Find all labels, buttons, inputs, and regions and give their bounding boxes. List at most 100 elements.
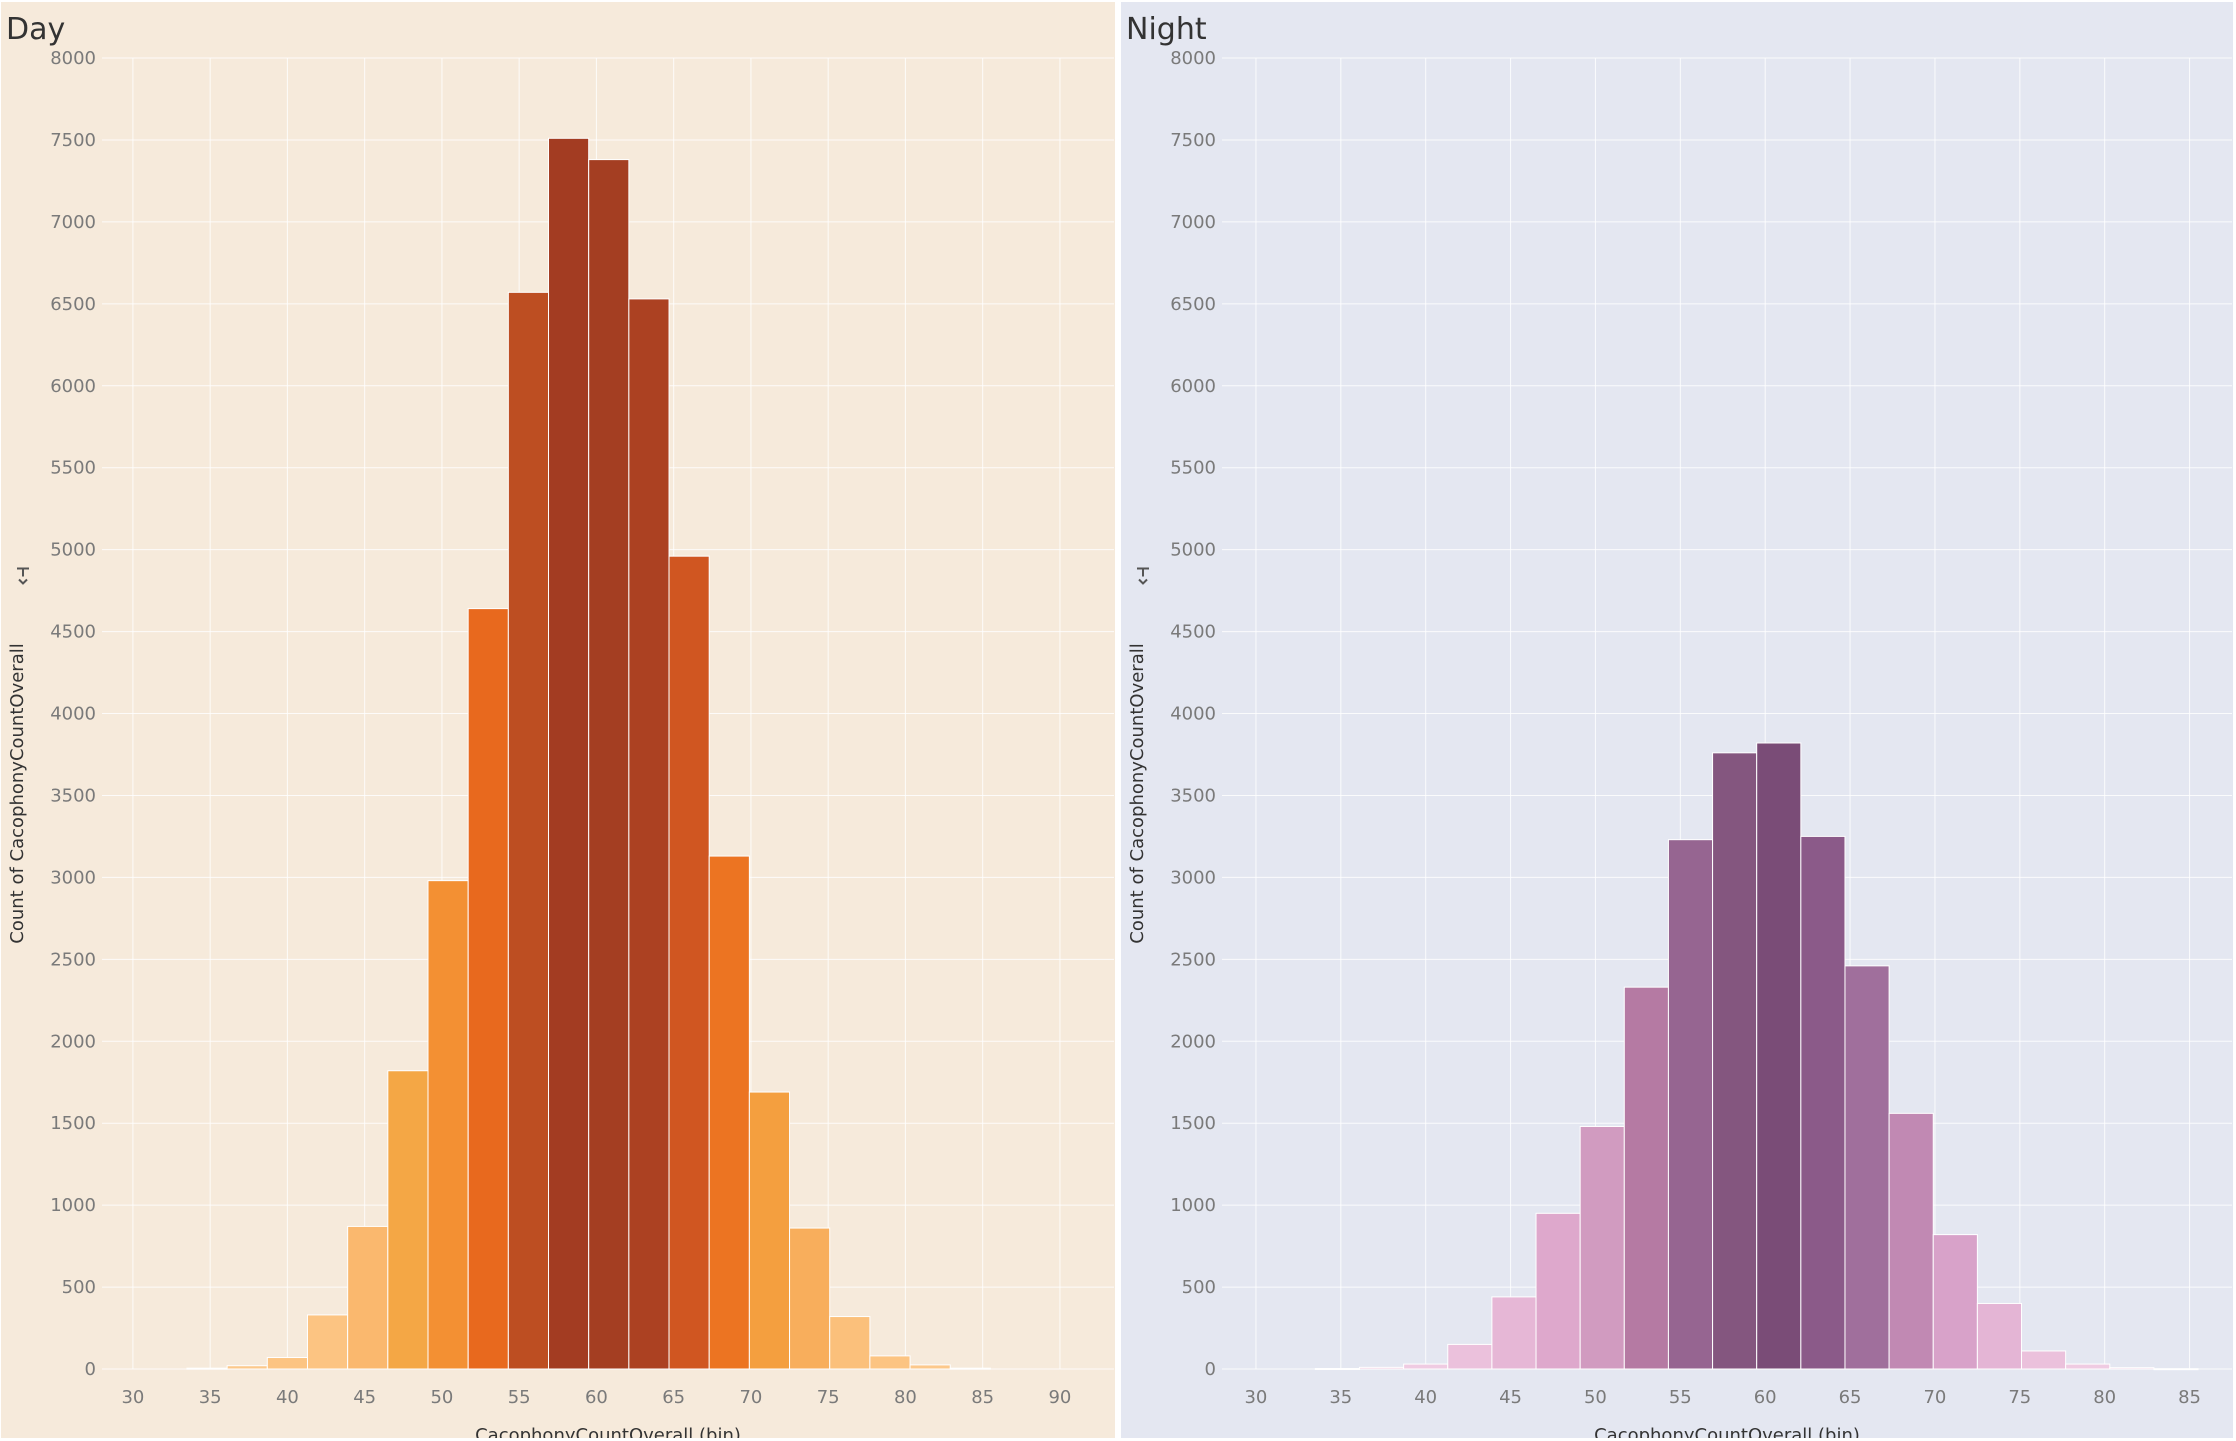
y-tick-label: 1500: [50, 1113, 96, 1134]
histogram-bar[interactable]: [588, 159, 630, 1370]
y-tick-label: 2000: [50, 1031, 96, 1052]
histogram-bar[interactable]: [467, 608, 509, 1370]
histogram-bar[interactable]: [789, 1227, 831, 1370]
histogram-bar[interactable]: [427, 880, 469, 1370]
y-tick-label: 5000: [50, 540, 96, 561]
histogram-bar[interactable]: [1403, 1363, 1449, 1370]
histogram-bar[interactable]: [1712, 752, 1758, 1370]
day-title: Day: [6, 12, 66, 47]
night-title: Night: [1126, 12, 1207, 47]
x-tick-label: 80: [894, 1387, 917, 1408]
sort-icon[interactable]: [1137, 567, 1149, 585]
day-chart: 0 500 1000 1500 2000 2500 3000 3500 4000 4500 5000…: [1, 2, 1115, 1438]
y-tick-label: 0: [1205, 1359, 1216, 1380]
histogram-bar[interactable]: [507, 291, 550, 1370]
x-tick-label: 40: [1414, 1387, 1437, 1408]
x-tick-label: 50: [1584, 1387, 1607, 1408]
y-tick-label: 2500: [50, 949, 96, 970]
histogram-bar[interactable]: [1932, 1234, 1978, 1370]
y-tick-label: 6000: [50, 376, 96, 397]
histogram-bar[interactable]: [909, 1364, 951, 1370]
x-tick-label: 65: [662, 1387, 685, 1408]
histogram-bar[interactable]: [1491, 1296, 1537, 1370]
y-tick-label: 500: [1182, 1277, 1216, 1298]
histogram-bar[interactable]: [1623, 986, 1669, 1370]
y-tick-label: 3000: [50, 867, 96, 888]
y-tick-label: 7500: [50, 130, 96, 151]
x-tick-label: 85: [971, 1387, 994, 1408]
histogram-bar[interactable]: [869, 1355, 911, 1370]
x-tick-label: 70: [739, 1387, 762, 1408]
x-tick-label: 55: [508, 1387, 531, 1408]
y-tick-label: 500: [62, 1277, 96, 1298]
histogram-bar[interactable]: [306, 1314, 349, 1370]
histogram-bar[interactable]: [2065, 1363, 2111, 1370]
histogram-bar[interactable]: [387, 1070, 429, 1370]
histogram-bar[interactable]: [748, 1091, 791, 1370]
x-tick-label: 85: [2178, 1387, 2201, 1408]
histogram-bar[interactable]: [226, 1365, 268, 1370]
histogram-bar[interactable]: [949, 1367, 991, 1370]
x-tick-label: 70: [1923, 1387, 1946, 1408]
y-tick-label: 7000: [50, 212, 96, 233]
x-tick-label: 40: [276, 1387, 299, 1408]
y-tick-label: 8000: [50, 48, 96, 69]
histogram-bar[interactable]: [1667, 839, 1714, 1370]
x-axis-label: CacophonyCountOverall (bin): [475, 1425, 741, 1438]
histogram-bar[interactable]: [1358, 1366, 1405, 1370]
histogram-bar[interactable]: [1888, 1112, 1934, 1370]
histogram-bar[interactable]: [347, 1225, 389, 1370]
histogram-bar[interactable]: [1447, 1343, 1493, 1370]
y-tick-label: 2000: [1170, 1031, 1216, 1052]
day-panel: 0 500 1000 1500 2000 2500 3000 3500 4000 4500 5000…: [1, 2, 1115, 1438]
x-tick-label: 90: [1048, 1387, 1071, 1408]
histogram-bar[interactable]: [1800, 835, 1846, 1370]
histogram-bar[interactable]: [1535, 1212, 1581, 1370]
y-tick-label: 5500: [1170, 458, 1216, 479]
y-tick-label: 1000: [1170, 1195, 1216, 1216]
y-tick-label: 4500: [50, 622, 96, 643]
histogram-bar[interactable]: [1756, 742, 1802, 1370]
night-panel: 0 500 1000 1500 2000 2500 3000 3500 4000 4500 5000…: [1121, 2, 2233, 1438]
y-tick-label: 6500: [50, 294, 96, 315]
histogram-bar[interactable]: [2153, 1368, 2199, 1371]
y-tick-label: 4500: [1170, 622, 1216, 643]
y-tick-label: 3500: [50, 785, 96, 806]
y-tick-label: 5000: [1170, 540, 1216, 561]
y-tick-label: 3000: [1170, 867, 1216, 888]
y-tick-label: 3500: [1170, 785, 1216, 806]
histogram-bar[interactable]: [1579, 1125, 1625, 1370]
y-tick-label: 7000: [1170, 212, 1216, 233]
histogram-bar[interactable]: [2021, 1350, 2067, 1370]
x-tick-label: 45: [1499, 1387, 1522, 1408]
x-tick-label: 75: [2008, 1387, 2031, 1408]
histogram-bar[interactable]: [186, 1367, 228, 1370]
histogram-bar[interactable]: [708, 855, 750, 1370]
y-tick-label: 4000: [50, 704, 96, 725]
histogram-bar[interactable]: [2109, 1367, 2155, 1370]
sort-icon[interactable]: [17, 567, 29, 585]
x-tick-label: 50: [430, 1387, 453, 1408]
histogram-bar[interactable]: [1844, 965, 1890, 1370]
bars: [186, 137, 991, 1370]
y-axis-label: Count of CacophonyCountOverall: [7, 643, 28, 943]
histogram-bar[interactable]: [829, 1316, 871, 1370]
x-tick-label: 35: [1329, 1387, 1352, 1408]
y-tick-label: 1000: [50, 1195, 96, 1216]
y-axis-label: Count of CacophonyCountOverall: [1127, 643, 1148, 943]
histogram-bar[interactable]: [548, 137, 590, 1370]
histogram-bar[interactable]: [1314, 1368, 1360, 1371]
x-tick-label: 35: [199, 1387, 222, 1408]
x-tick-label: 75: [817, 1387, 840, 1408]
histogram-bar[interactable]: [628, 298, 670, 1370]
bars: [1314, 742, 2199, 1371]
histogram-bar[interactable]: [266, 1357, 308, 1370]
histogram-bar[interactable]: [668, 555, 710, 1370]
y-tick-label: 5500: [50, 458, 96, 479]
histogram-bar[interactable]: [1976, 1302, 2023, 1370]
y-tick-label: 8000: [1170, 48, 1216, 69]
x-tick-label: 80: [2093, 1387, 2116, 1408]
y-tick-label: 7500: [1170, 130, 1216, 151]
x-tick-label: 60: [1754, 1387, 1777, 1408]
y-tick-label: 6000: [1170, 376, 1216, 397]
